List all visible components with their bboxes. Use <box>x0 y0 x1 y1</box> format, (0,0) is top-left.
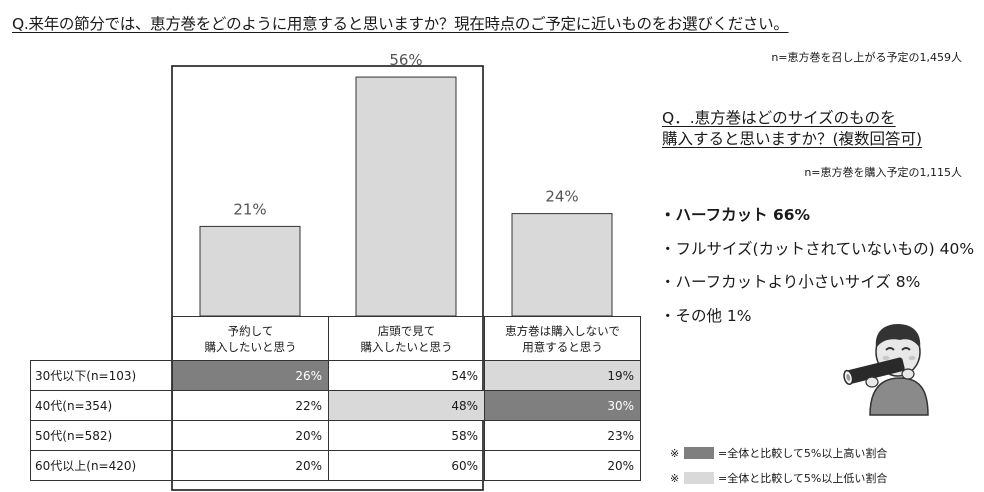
cell: 20% <box>172 420 329 451</box>
row-label: 30代以下(n=103) <box>30 360 173 391</box>
main-sample-note: n=恵方巻を召し上がる予定の1,459人 <box>771 51 962 64</box>
cell: 30% <box>484 390 641 421</box>
person-eating-ehomaki-icon <box>843 324 929 416</box>
size-option-full-size: ・フルサイズ(カットされていないもの) 40% <box>660 240 975 258</box>
cell: 60% <box>328 450 485 481</box>
legend-text: =全体と比較して5%以上高い割合 <box>718 447 888 460</box>
bar-3 <box>511 213 613 317</box>
bar-1 <box>199 225 301 317</box>
cell: 20% <box>484 450 641 481</box>
legend-high: ※ =全体と比較して5%以上高い割合 <box>670 445 887 461</box>
bar-value-label-1: 21% <box>233 200 266 218</box>
row-label: 50代(n=582) <box>30 420 173 451</box>
main-question-title: Q.来年の節分では、恵方巻をどのように用意すると思いますか？現在時点のご予定に近… <box>12 15 789 33</box>
crosstab-header-1: 予約して 購入したいと思う <box>172 316 329 361</box>
age-crosstab: 予約して 購入したいと思う 店頭で見て 購入したいと思う 恵方巻は購入しないで 用意す… <box>30 316 641 481</box>
size-option-smaller: ・ハーフカットより小さいサイズ 8% <box>660 273 921 291</box>
cell: 23% <box>484 420 641 451</box>
cell: 58% <box>328 420 485 451</box>
crosstab-header-row: 予約して 購入したいと思う 店頭で見て 購入したいと思う 恵方巻は購入しないで 用意す… <box>31 316 641 361</box>
size-question-line-1: Q．.恵方巻はどのサイズのものを <box>662 109 896 127</box>
bar-2 <box>355 76 457 317</box>
bar-value-label-2: 56% <box>389 51 422 69</box>
bar-value-label-3: 24% <box>545 188 578 206</box>
crosstab-header-2: 店頭で見て 購入したいと思う <box>328 316 485 361</box>
table-row: 60代以上(n=420) 20% 60% 20% <box>30 450 641 481</box>
size-option-other: ・その他 1% <box>660 307 752 325</box>
legend-swatch-low <box>684 472 714 484</box>
size-sample-note: n=恵方巻を購入予定の1,115人 <box>804 166 962 179</box>
cell: 54% <box>328 360 485 391</box>
bars-layer: 21% 56% 24% <box>199 51 613 317</box>
legend-mark: ※ <box>670 446 680 460</box>
legend-low: ※ =全体と比較して5%以上低い割合 <box>670 470 887 486</box>
cell: 22% <box>172 390 329 421</box>
table-row: 30代以下(n=103) 26% 54% 19% <box>30 360 641 391</box>
table-row: 50代(n=582) 20% 58% 23% <box>30 420 641 451</box>
size-question-title: Q．.恵方巻はどのサイズのものを 購入すると思いますか？(複数回答可) <box>662 108 922 150</box>
row-label: 60代以上(n=420) <box>30 450 173 481</box>
crosstab-header-3: 恵方巻は購入しないで 用意すると思う <box>484 316 641 361</box>
cell: 26% <box>172 360 329 391</box>
table-row: 40代(n=354) 22% 48% 30% <box>30 390 641 421</box>
cell: 48% <box>328 390 485 421</box>
legend-mark: ※ <box>670 471 680 485</box>
cell: 19% <box>484 360 641 391</box>
legend-swatch-high <box>684 447 714 459</box>
crosstab-corner <box>31 317 173 361</box>
legend-text: =全体と比較して5%以上低い割合 <box>718 472 888 485</box>
cell: 20% <box>172 450 329 481</box>
highlight-frame <box>171 65 484 491</box>
row-label: 40代(n=354) <box>30 390 173 421</box>
size-option-half-cut: ・ハーフカット 66% <box>660 206 811 224</box>
size-question-line-2: 購入すると思いますか？(複数回答可) <box>662 130 923 148</box>
